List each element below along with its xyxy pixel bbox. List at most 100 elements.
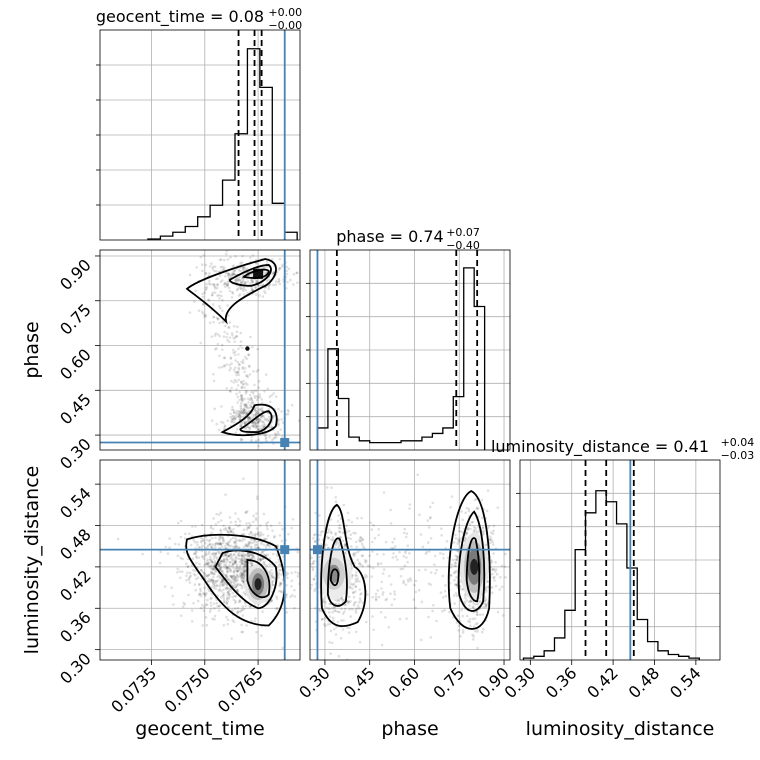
sample-point [389,508,392,512]
sample-point [354,551,357,555]
sample-point [220,545,224,548]
y-tick-label: 0.60 [56,345,95,384]
sample-point [243,397,247,401]
sample-point [173,542,177,546]
sample-point [251,520,255,524]
sample-point [255,410,258,413]
sample-point [249,605,252,609]
sample-point [244,421,247,424]
sample-point [210,560,214,564]
sample-point [249,406,253,409]
sample-point [343,543,347,546]
sample-point [231,608,234,612]
sample-point [241,559,244,563]
sample-point [236,384,240,387]
sample-point [260,415,263,419]
sample-point [452,594,456,597]
sample-point [247,554,251,558]
sample-point [255,512,258,515]
sample-point [240,438,244,441]
sample-point [250,563,253,567]
sample-point [224,586,228,589]
sample-point [236,576,240,579]
sample-point [242,575,246,578]
sample-point [240,346,244,350]
sample-point [356,550,360,554]
sample-point [246,526,249,529]
sample-point [232,574,236,577]
sample-point [476,507,480,511]
sample-point [333,609,336,612]
sample-point [206,560,209,563]
sample-point [199,255,203,259]
sample-point [239,574,242,578]
sample-point [475,610,479,614]
sample-point [286,280,289,284]
sample-point [218,561,221,565]
sample-point [202,557,206,560]
sample-point [361,537,364,541]
sample-point [233,273,236,276]
sample-point [478,599,482,603]
sample-point [116,537,120,541]
sample-point [278,521,281,525]
sample-point [225,561,228,564]
sample-point [458,526,461,530]
sample-point [264,418,267,422]
sample-point [314,606,317,610]
sample-point [195,555,198,558]
sample-point [376,589,380,592]
sample-point [185,578,188,582]
sample-point [310,556,313,560]
sample-point [356,577,359,580]
sample-point [450,563,454,566]
sample-point [233,366,237,369]
sample-point [291,594,294,597]
sample-point [319,533,322,537]
sample-point [238,600,241,604]
y-tick-label: 0.48 [56,525,95,564]
sample-point [390,546,393,550]
sample-point [246,416,249,420]
sample-point [375,552,379,556]
sample-point [293,588,296,592]
sample-point [228,527,232,531]
sample-point [242,379,245,383]
sample-point [482,605,486,609]
sample-point [351,587,354,590]
sample-point [337,514,340,517]
sample-point [227,597,231,600]
sample-point [200,539,203,543]
sample-point [208,566,212,569]
sample-point [262,553,266,557]
sample-point [237,568,241,571]
sample-point [238,286,241,289]
sample-point [260,550,264,554]
sample-point [238,412,241,415]
sample-point [450,495,454,498]
sample-point [377,595,381,599]
sample-point [270,393,274,397]
sample-point [233,417,237,421]
sample-point [248,604,252,608]
sample-point [228,561,232,564]
sample-point [222,356,226,360]
sample-point [236,582,240,586]
sample-point [374,595,378,598]
sample-point [231,595,234,599]
sample-point [213,572,216,576]
sample-point [222,528,226,531]
sample-point [217,562,221,566]
sample-point [339,619,343,622]
sample-point [238,539,241,543]
sample-point [239,406,243,409]
sample-point [286,412,290,416]
contour [457,510,486,612]
sample-point [247,540,251,544]
sample-point [241,561,245,564]
sample-point [260,408,263,411]
sample-point [482,529,486,533]
sample-point [311,561,315,564]
sample-point [237,353,240,356]
sample-point [278,534,282,537]
